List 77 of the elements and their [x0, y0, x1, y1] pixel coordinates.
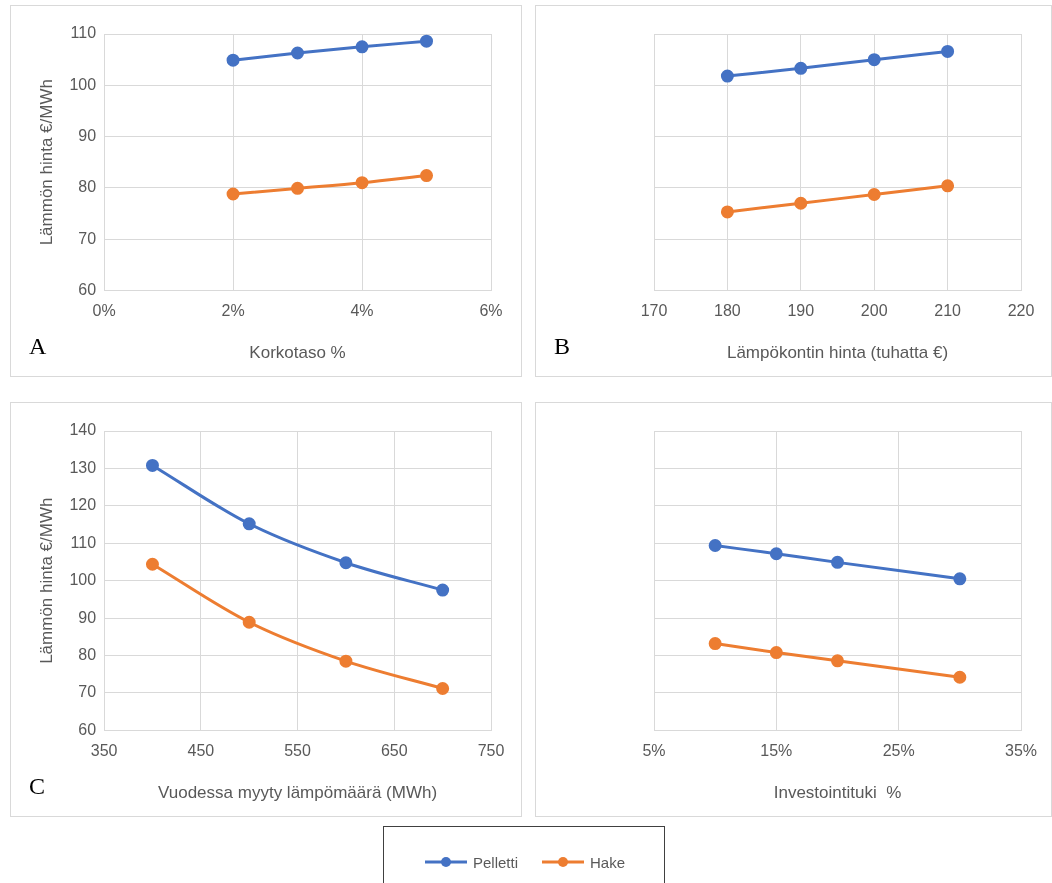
y-tick-label: 70 — [78, 683, 97, 701]
y-tick-label: 90 — [78, 126, 97, 144]
point — [708, 539, 722, 553]
point — [226, 187, 240, 201]
point — [339, 654, 353, 668]
x-tick-label: 350 — [90, 742, 118, 760]
x-axis-title: Vuodessa myyty lämpömäärä (MWh) — [158, 783, 438, 803]
point — [794, 196, 808, 210]
x-axis-title: Lämpökontin hinta (tuhatta €) — [726, 343, 949, 363]
x-tick-label: 15% — [760, 742, 793, 760]
point — [420, 34, 434, 48]
y-tick-label: 100 — [69, 75, 97, 93]
point — [867, 53, 881, 67]
text: A — [29, 333, 47, 359]
y-tick-label: 140 — [69, 421, 97, 439]
point — [226, 53, 240, 67]
text: C — [29, 773, 46, 799]
point — [242, 615, 256, 629]
point — [953, 670, 967, 684]
y-tick-label: 100 — [69, 571, 97, 589]
x-tick-label: 4% — [350, 302, 374, 320]
point — [831, 555, 844, 569]
point — [941, 44, 955, 58]
y-tick-label: 70 — [78, 229, 97, 247]
y-tick-label: 60 — [78, 280, 97, 298]
y-axis-title: Lämmön hinta €/MWh — [36, 79, 56, 246]
y-tick-label: 120 — [69, 496, 97, 514]
x-tick-label: 25% — [882, 742, 915, 760]
x-tick-label: 180 — [714, 302, 741, 320]
x-tick-label: 200 — [860, 302, 888, 320]
point — [794, 61, 808, 75]
y-tick-label: 110 — [70, 24, 97, 42]
x-tick-label: 2% — [221, 302, 245, 320]
point — [436, 583, 450, 597]
y-tick-label: 80 — [78, 178, 97, 196]
point — [339, 556, 353, 570]
x-tick-label: 650 — [380, 742, 408, 760]
point — [769, 547, 783, 561]
legend-label: Pelletti — [472, 853, 518, 871]
x-tick-label: 750 — [477, 742, 505, 760]
point — [708, 637, 722, 651]
x-axis-title: Investointituki % — [773, 783, 902, 803]
x-tick-label: 220 — [1007, 302, 1035, 320]
point — [941, 179, 955, 193]
point — [436, 681, 450, 695]
x-axis-title: Korkotaso % — [249, 343, 346, 363]
x-tick-label: 170 — [640, 302, 668, 320]
x-tick-label: 35% — [1004, 742, 1038, 760]
legend-label: Hake — [590, 853, 626, 871]
point — [831, 654, 844, 668]
y-axis-title: Lämmön hinta €/MWh — [36, 497, 56, 664]
x-tick-label: 0% — [92, 302, 116, 320]
point — [420, 169, 434, 183]
point — [242, 517, 256, 531]
point — [145, 557, 159, 571]
point — [355, 176, 369, 190]
point — [769, 646, 783, 660]
y-tick-label: 90 — [78, 608, 97, 626]
y-tick-label: 130 — [69, 458, 97, 476]
x-tick-label: 190 — [787, 302, 815, 320]
x-tick-label: 550 — [284, 742, 311, 760]
x-tick-label: 210 — [934, 302, 962, 320]
point — [720, 205, 734, 219]
text: B — [554, 333, 571, 359]
x-tick-label: 6% — [479, 302, 503, 320]
y-tick-label: 110 — [70, 533, 97, 551]
point — [291, 46, 305, 60]
point — [720, 69, 734, 83]
point — [953, 572, 967, 586]
y-tick-label: 80 — [78, 645, 97, 663]
point — [867, 188, 881, 202]
y-tick-label: 60 — [78, 720, 97, 738]
point — [291, 181, 305, 195]
point — [145, 458, 159, 472]
x-tick-label: 450 — [187, 742, 215, 760]
point — [355, 40, 369, 54]
x-tick-label: 5% — [642, 742, 666, 760]
